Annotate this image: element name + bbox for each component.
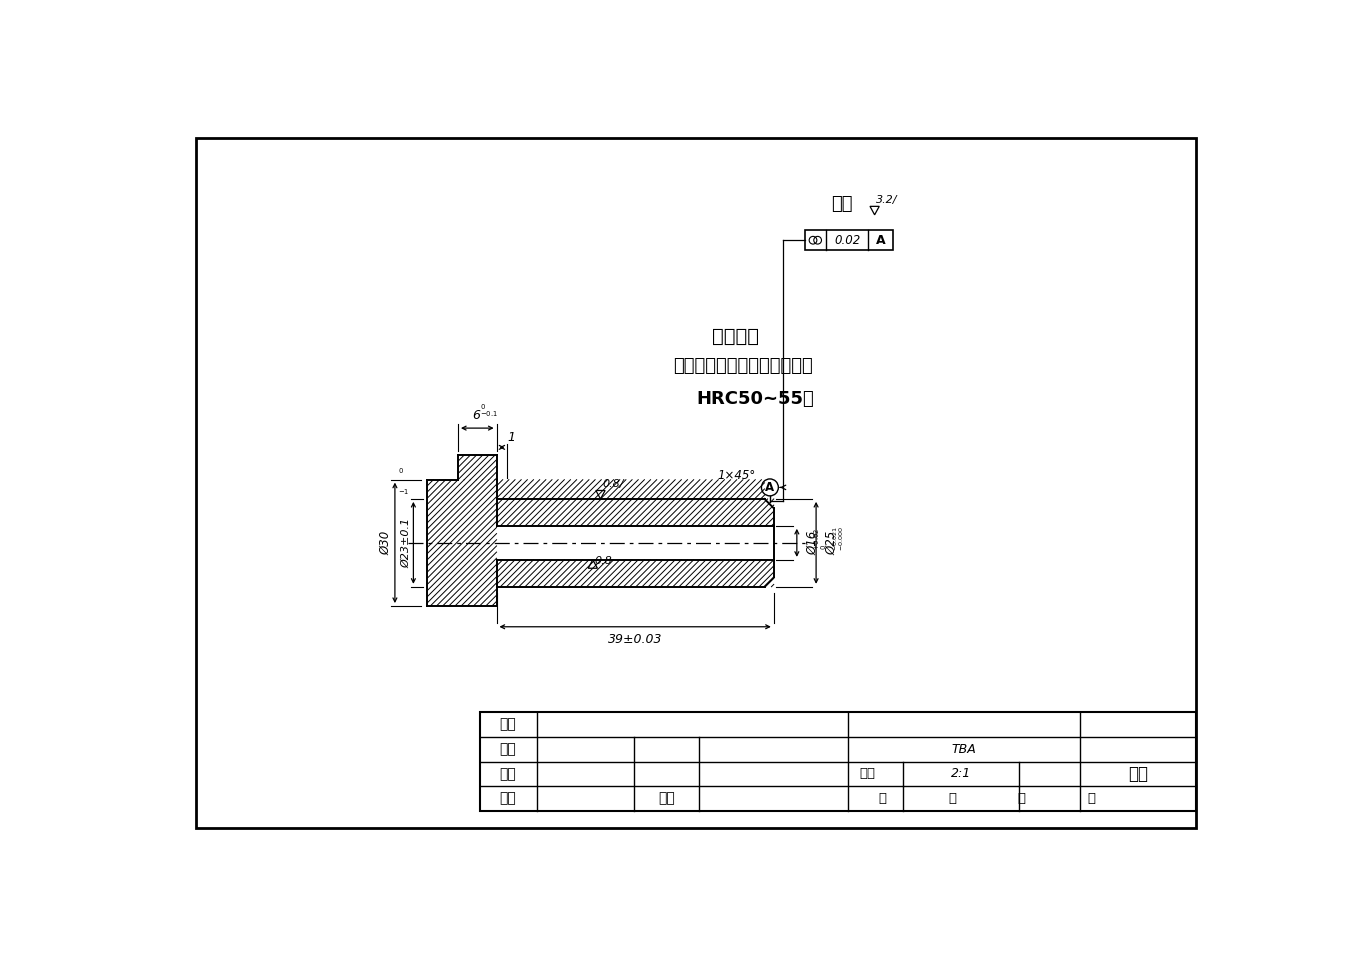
Text: 张: 张 [948,792,956,805]
Text: 0.8/: 0.8/ [602,479,623,489]
Text: 比例: 比例 [858,768,875,780]
Text: A: A [876,233,885,247]
Text: 其余: 其余 [831,195,853,213]
Text: 共: 共 [879,792,887,805]
Text: 审核: 审核 [500,767,516,781]
Text: 3.2/: 3.2/ [876,195,898,205]
Text: 零件需进行淬火处理，硬度为: 零件需进行淬火处理，硬度为 [674,357,813,375]
Text: Ø25: Ø25 [826,531,838,555]
Text: 6: 6 [471,409,479,422]
Bar [804,230,894,250]
Text: $^{+0.02}_0$: $^{+0.02}_0$ [812,528,828,550]
Text: $_{-1}$: $_{-1}$ [398,488,409,497]
Text: 技术要求: 技术要求 [712,327,759,346]
Text: 设计: 设计 [500,718,516,731]
Text: TBA: TBA [952,743,976,755]
Text: 学号: 学号 [659,792,675,806]
Text: HRC50~55。: HRC50~55。 [697,390,815,408]
Text: 1: 1 [507,430,515,444]
Text: 张: 张 [1088,792,1096,805]
Text: 0.02: 0.02 [834,233,861,247]
Text: $^0_{-0.1}$: $^0_{-0.1}$ [481,402,498,419]
Text: 第: 第 [1017,792,1025,805]
Text: $^{-0.021}_{-0.000}$: $^{-0.021}_{-0.000}$ [831,527,846,552]
Bar [479,712,1195,811]
Text: A: A [766,481,774,494]
Text: 班级: 班级 [500,792,516,806]
Text: $^0$: $^0$ [398,468,403,478]
Text: Ø30: Ø30 [379,531,392,555]
Text: Ø16: Ø16 [807,531,819,555]
Text: 1×45°: 1×45° [717,469,756,482]
Text: 0.8: 0.8 [595,556,612,566]
Text: Ø23±0.1: Ø23±0.1 [401,518,411,568]
Text: 2:1: 2:1 [951,768,971,780]
Text: 校核: 校核 [500,742,516,756]
Text: 39±0.03: 39±0.03 [608,633,663,646]
Text: 导套: 导套 [1128,765,1148,783]
